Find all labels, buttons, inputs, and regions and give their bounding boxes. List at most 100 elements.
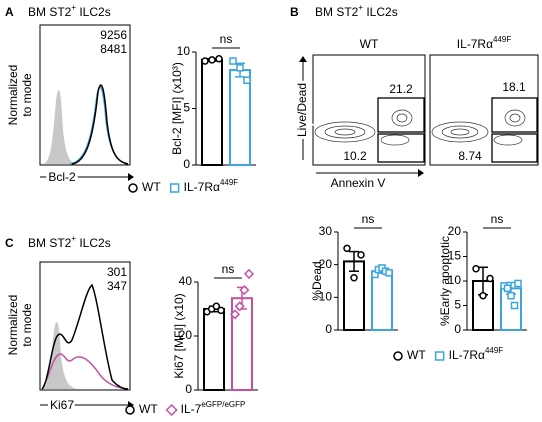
y-tick-label: 15 [448,249,462,263]
hist-mutant [69,86,129,165]
y-arrowhead [299,56,307,62]
panel-title-sup: + [71,234,76,243]
panel-title: BM ST2+ ILC2s [315,3,398,19]
x-arrowhead [128,173,134,181]
y-label: Normalized [6,295,20,356]
y-label: Ki67 [MFI] (x10) [172,293,186,378]
point [165,403,178,417]
panel-title-part: ILC2s [76,236,111,250]
panel-label: C [5,236,14,250]
y-tick-label: 20 [179,328,193,342]
x-label: Ki67 [50,398,74,412]
gate-value: 18.1 [502,80,526,94]
point [434,351,445,361]
point [486,274,494,283]
point [479,291,487,300]
y-label: %Dead [310,261,324,300]
annotation: ns [220,32,233,46]
point [229,57,237,65]
point [215,55,223,63]
y-tick-label: 10 [319,290,333,304]
bar [201,58,223,166]
legend-label-part: WT [139,402,158,416]
gate [377,133,425,163]
y-label: %Early apoptotic [438,236,452,326]
gate [491,97,538,133]
y-label: Normalized [6,65,20,126]
point [217,306,225,315]
panel-title: BM ST2+ ILC2s [28,234,111,250]
y-tick-label: 10 [177,44,191,58]
column-header-sup: 449F [493,35,511,44]
point [472,265,480,273]
point [239,285,250,296]
panel-title-part: ILC2s [76,5,111,19]
point [507,291,515,300]
y-tick-label: 20 [448,224,462,238]
contour-frame [429,54,539,166]
x-label: Bcl-2 [48,170,76,184]
y-tick-label: 5 [183,101,190,115]
point [343,244,351,253]
column-header-part: IL-7Rα [457,37,493,51]
legend-label-sup: 449F [220,178,238,187]
panel-title-sup: + [358,3,363,12]
gate [377,97,425,133]
mfi-value: 301 [107,265,127,279]
mfi-value: 8481 [100,42,127,56]
legend-label: IL-7Rα449F [449,346,504,362]
mfi-value: 347 [107,279,127,293]
panel-title-part: ILC2s [363,5,398,19]
hist-isotype [42,90,78,164]
legend-label-part: WT [142,180,161,194]
point [350,273,358,282]
point [201,57,209,65]
bar [371,270,393,332]
legend-label: IL-7Rα449F [184,178,239,194]
x-label: Annexin V [331,176,386,190]
point [385,269,393,277]
legend-label-part: IL-7Rα [184,180,220,194]
panel-title-part: BM ST2 [28,5,72,19]
column-header: WT [360,37,379,51]
mfi-value: 9256 [100,28,127,42]
panel-label: B [290,5,299,19]
panel-title-sup: + [71,3,76,12]
y-label: to mode [20,73,34,117]
y-tick-label: 0 [185,382,192,396]
point [125,405,135,415]
legend-label-part: WT [407,348,426,362]
hist-frame [39,261,131,391]
legend-label: WT [142,180,161,194]
y-label: Live/Dead [295,83,309,137]
hist-wt [41,283,129,390]
contours [314,109,526,146]
annotation: ns [362,212,375,226]
panel-title-part: BM ST2 [315,5,359,19]
point [243,268,255,279]
legend-label: WT [407,348,426,362]
point [503,284,512,293]
column-header: IL-7Rα449F [457,35,512,51]
panel-label: A [5,5,14,19]
hist-mutant [41,353,129,390]
column-header-part: WT [360,37,379,51]
gate-value: 10.2 [343,149,367,163]
y-tick-label: 0 [454,322,461,336]
y-tick-label: 30 [319,224,333,238]
legend-label-part: IL-7Rα [449,348,485,362]
point [236,64,244,72]
y-tick-label: 10 [448,273,462,287]
y-tick-label: 20 [319,257,333,271]
bar [229,69,251,166]
point [128,183,138,193]
annotation: ns [222,262,235,276]
legend-label-sup: eGFP/eGFP [201,400,245,409]
point [208,56,216,64]
point [510,301,519,310]
gate-value: 8.74 [458,149,482,163]
bar [203,308,225,391]
legend-label-part: IL-7 [181,402,202,416]
y-tick-label: 5 [454,298,461,312]
